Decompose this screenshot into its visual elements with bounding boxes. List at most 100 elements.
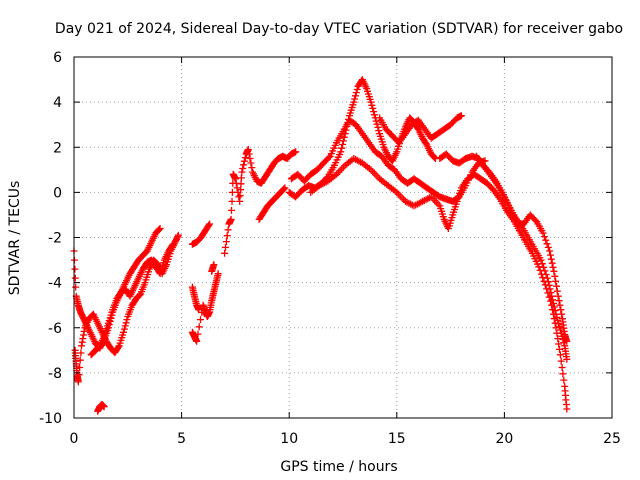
data-point	[222, 238, 230, 246]
data-point	[549, 263, 557, 271]
data-point	[545, 281, 553, 289]
x-axis-label: GPS time / hours	[280, 459, 397, 475]
data-point	[373, 120, 381, 128]
data-point	[548, 292, 556, 300]
data-point	[557, 306, 565, 314]
data-point	[551, 272, 559, 280]
data-point	[544, 243, 552, 251]
data-point	[351, 95, 359, 103]
y-tick-label: -2	[48, 231, 62, 247]
data-point	[544, 278, 552, 286]
data-point	[228, 206, 235, 214]
data-point	[195, 323, 203, 331]
data-point	[237, 186, 245, 194]
data-point	[76, 364, 84, 371]
data-point	[193, 337, 201, 345]
data-point	[367, 98, 375, 106]
data-point	[431, 154, 439, 162]
data-point	[78, 342, 85, 350]
data-point	[235, 193, 243, 201]
y-tick-labels: -10 -8 -6 -4 -2 0 2 4 6	[39, 50, 62, 427]
data-point	[550, 299, 557, 307]
y-tick-label: -8	[48, 366, 62, 382]
data-point	[558, 364, 566, 371]
data-point	[197, 316, 204, 324]
data-point	[247, 159, 255, 167]
data-point	[547, 251, 554, 259]
data-point	[174, 233, 182, 241]
data-point	[352, 92, 359, 100]
data-point	[155, 225, 163, 233]
y-tick-label: -10	[39, 411, 62, 427]
data-point	[540, 233, 548, 241]
data-point	[563, 355, 571, 363]
x-tick-label: 10	[280, 431, 298, 447]
x-tick-label: 25	[603, 431, 621, 447]
data-point	[563, 405, 571, 413]
data-point	[80, 327, 88, 335]
data-point	[552, 324, 560, 332]
data-point	[245, 150, 253, 158]
data-point	[543, 274, 551, 282]
y-tick-label: 0	[53, 185, 62, 201]
data-point	[549, 296, 557, 304]
data-point	[560, 376, 568, 384]
data-point	[553, 287, 561, 295]
x-tick-label: 15	[388, 431, 406, 447]
data-point	[236, 197, 244, 205]
data-point	[221, 249, 229, 257]
data-point	[206, 220, 214, 228]
data-point	[547, 255, 555, 263]
data-point	[325, 154, 333, 162]
data-point	[339, 141, 347, 148]
data-point	[121, 322, 129, 330]
data-point	[554, 317, 562, 324]
data-point	[120, 325, 128, 333]
data-point	[223, 232, 231, 240]
data-point	[228, 197, 236, 205]
data-point	[556, 323, 563, 331]
data-point	[531, 216, 539, 224]
data-point	[239, 165, 247, 172]
data-point	[122, 319, 130, 327]
data-point	[214, 270, 222, 278]
data-point	[240, 157, 248, 165]
data-point	[558, 332, 566, 340]
data-point	[114, 343, 122, 351]
data-point	[540, 263, 548, 271]
data-point	[231, 175, 239, 183]
data-point	[546, 247, 554, 255]
chart-title: Day 021 of 2024, Sidereal Day-to-day VTE…	[55, 21, 623, 37]
axis-ticks	[73, 56, 613, 419]
data-point	[292, 148, 300, 156]
data-point	[457, 112, 465, 120]
data-point	[372, 117, 380, 125]
data-point	[552, 277, 560, 285]
data-point	[554, 292, 562, 300]
data-point	[350, 98, 358, 106]
data-point	[552, 310, 560, 318]
data-point	[554, 335, 562, 343]
data-point	[75, 371, 83, 379]
data-point	[370, 108, 378, 116]
data-point	[538, 260, 546, 268]
data-point	[79, 335, 87, 343]
data-point	[369, 104, 377, 112]
data-point	[71, 265, 79, 273]
data-point	[541, 267, 549, 275]
data-point	[123, 316, 131, 324]
data-point	[559, 336, 567, 343]
data-point	[71, 274, 79, 282]
data-point	[556, 345, 563, 353]
data-point	[74, 378, 82, 386]
data-point	[76, 356, 84, 364]
data-point	[555, 320, 563, 328]
x-tick-label: 5	[177, 431, 186, 447]
y-tick-label: -4	[48, 276, 62, 292]
data-point	[374, 123, 382, 131]
data-point	[539, 229, 547, 237]
data-point	[555, 340, 563, 348]
data-point	[246, 155, 254, 162]
data-point	[543, 240, 551, 248]
data-point	[563, 337, 571, 345]
